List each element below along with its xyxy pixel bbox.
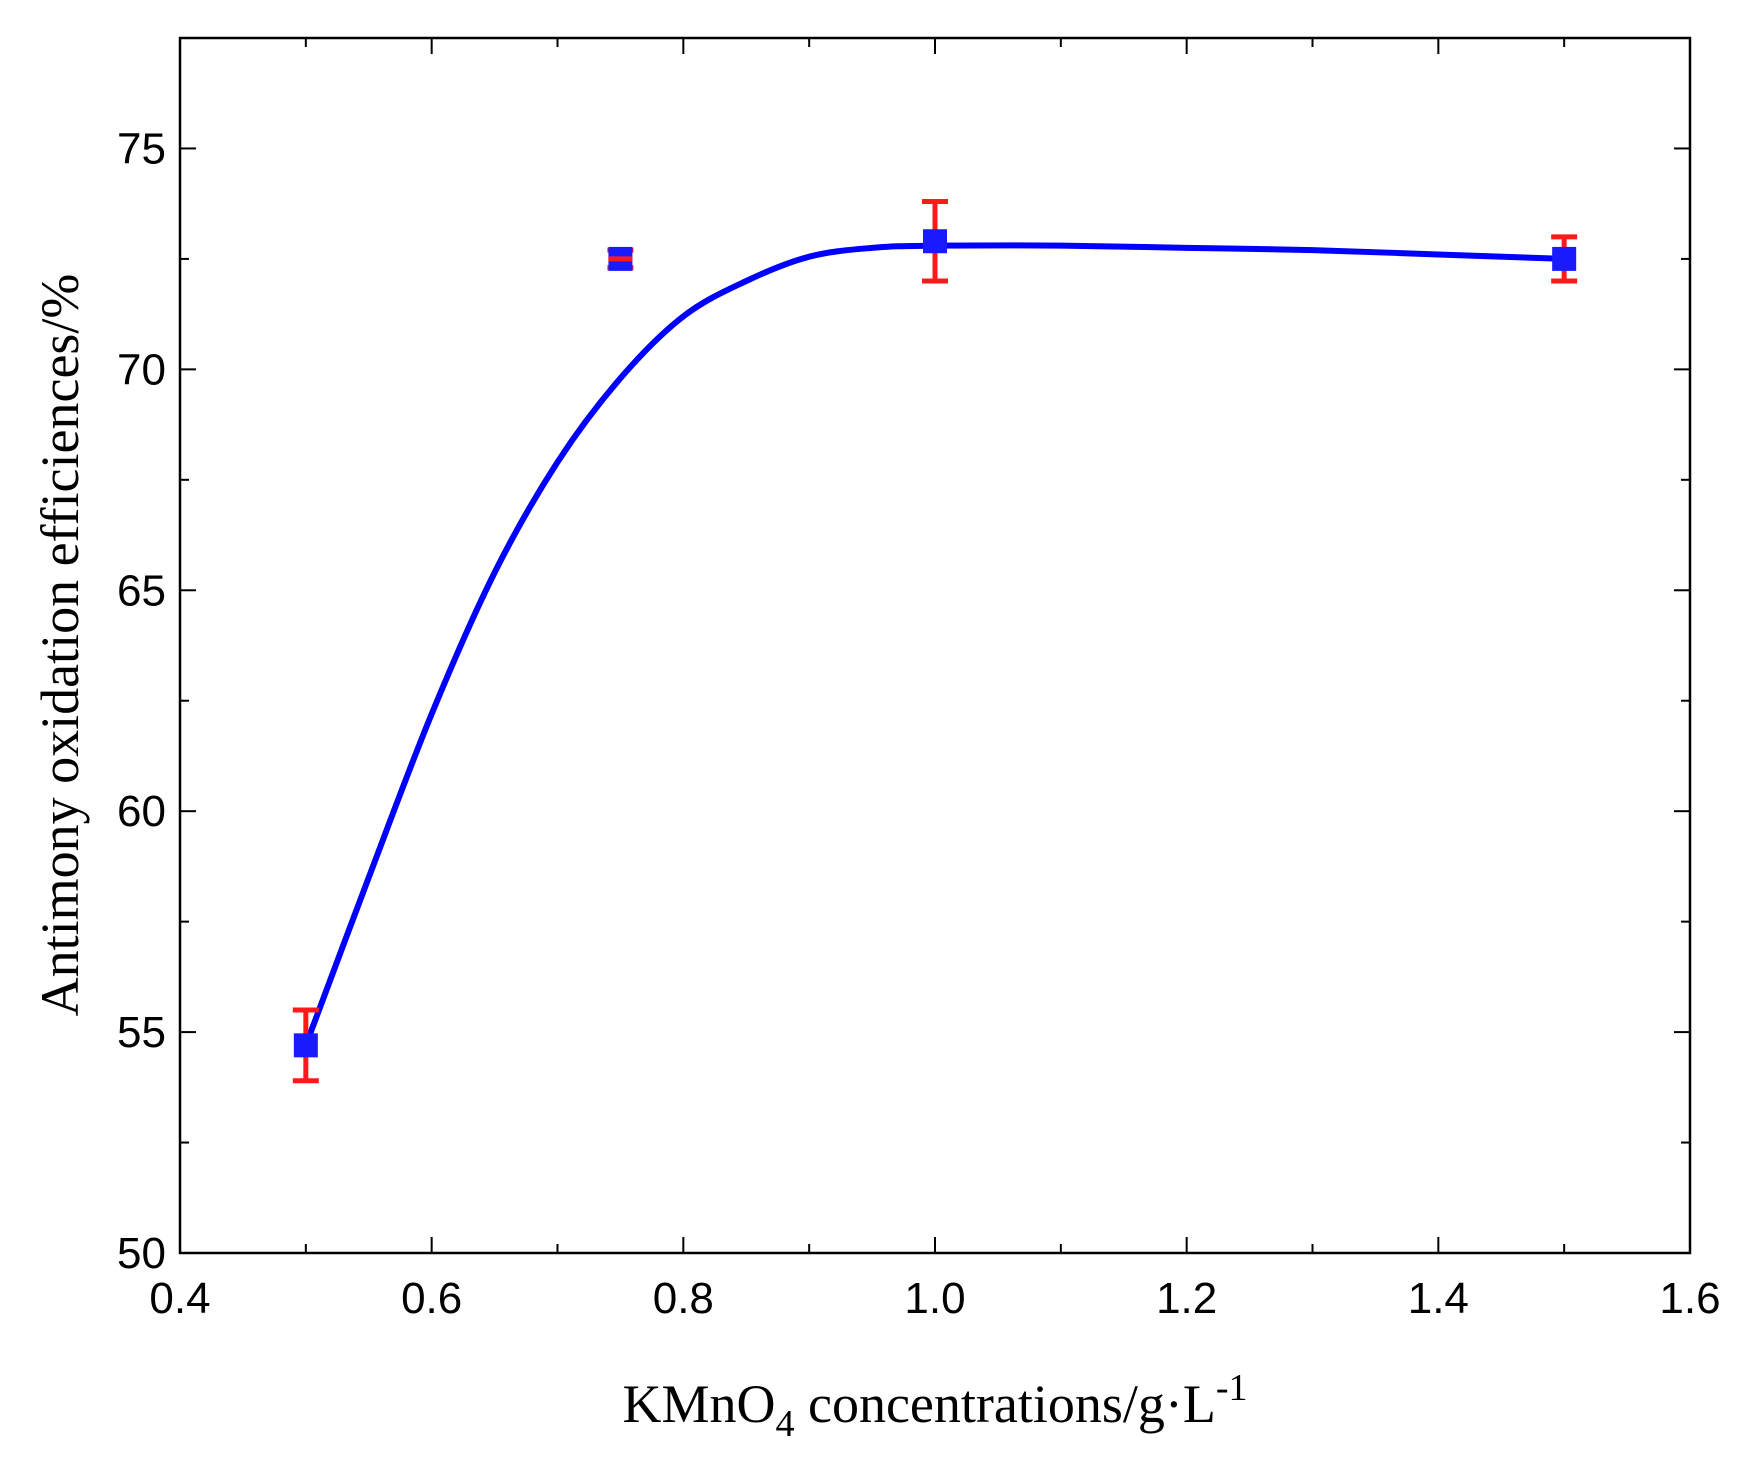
data-point [292, 1007, 319, 1084]
data-point [607, 246, 634, 271]
y-tick-label: 60 [117, 787, 166, 836]
x-axis-title-subscript: 4 [776, 1403, 795, 1445]
y-axis-ticks: 50 55 60 65 70 75 [117, 124, 1690, 1278]
x-axis-title-middle: concentrations/g·L [795, 1374, 1216, 1434]
data-points-layer [292, 198, 1578, 1084]
y-axis-title: Antimony oxidation efficiences/% [30, 274, 90, 1017]
data-marker [293, 1033, 318, 1058]
x-axis-ticks: 0.4 0.6 0.8 1.0 1.2 1.4 1.6 [149, 38, 1721, 1323]
data-point [1551, 234, 1578, 284]
y-tick-label: 65 [117, 566, 166, 615]
x-tick-label: 1.0 [904, 1274, 965, 1323]
y-tick-label: 75 [117, 124, 166, 173]
fit-curve-line [302, 242, 1568, 1049]
x-tick-label: 0.6 [401, 1274, 462, 1323]
y-tick-label: 70 [117, 345, 166, 394]
y-tick-label: 50 [117, 1229, 166, 1278]
x-axis-title-prefix: KMnO [622, 1374, 775, 1434]
x-tick-label: 1.6 [1659, 1274, 1720, 1323]
data-point [922, 198, 948, 284]
x-tick-label: 1.2 [1156, 1274, 1217, 1323]
x-tick-label: 0.4 [149, 1274, 210, 1323]
x-tick-label: 1.4 [1408, 1274, 1469, 1323]
data-marker [923, 229, 947, 254]
x-tick-label: 0.8 [653, 1274, 714, 1323]
x-axis-title: KMnO4 concentrations/g·L-1 [622, 1367, 1247, 1445]
y-tick-label: 55 [117, 1008, 166, 1057]
data-marker [1552, 246, 1577, 271]
fit-curve-layer [302, 242, 1568, 1049]
x-axis-title-superscript: -1 [1216, 1367, 1248, 1409]
